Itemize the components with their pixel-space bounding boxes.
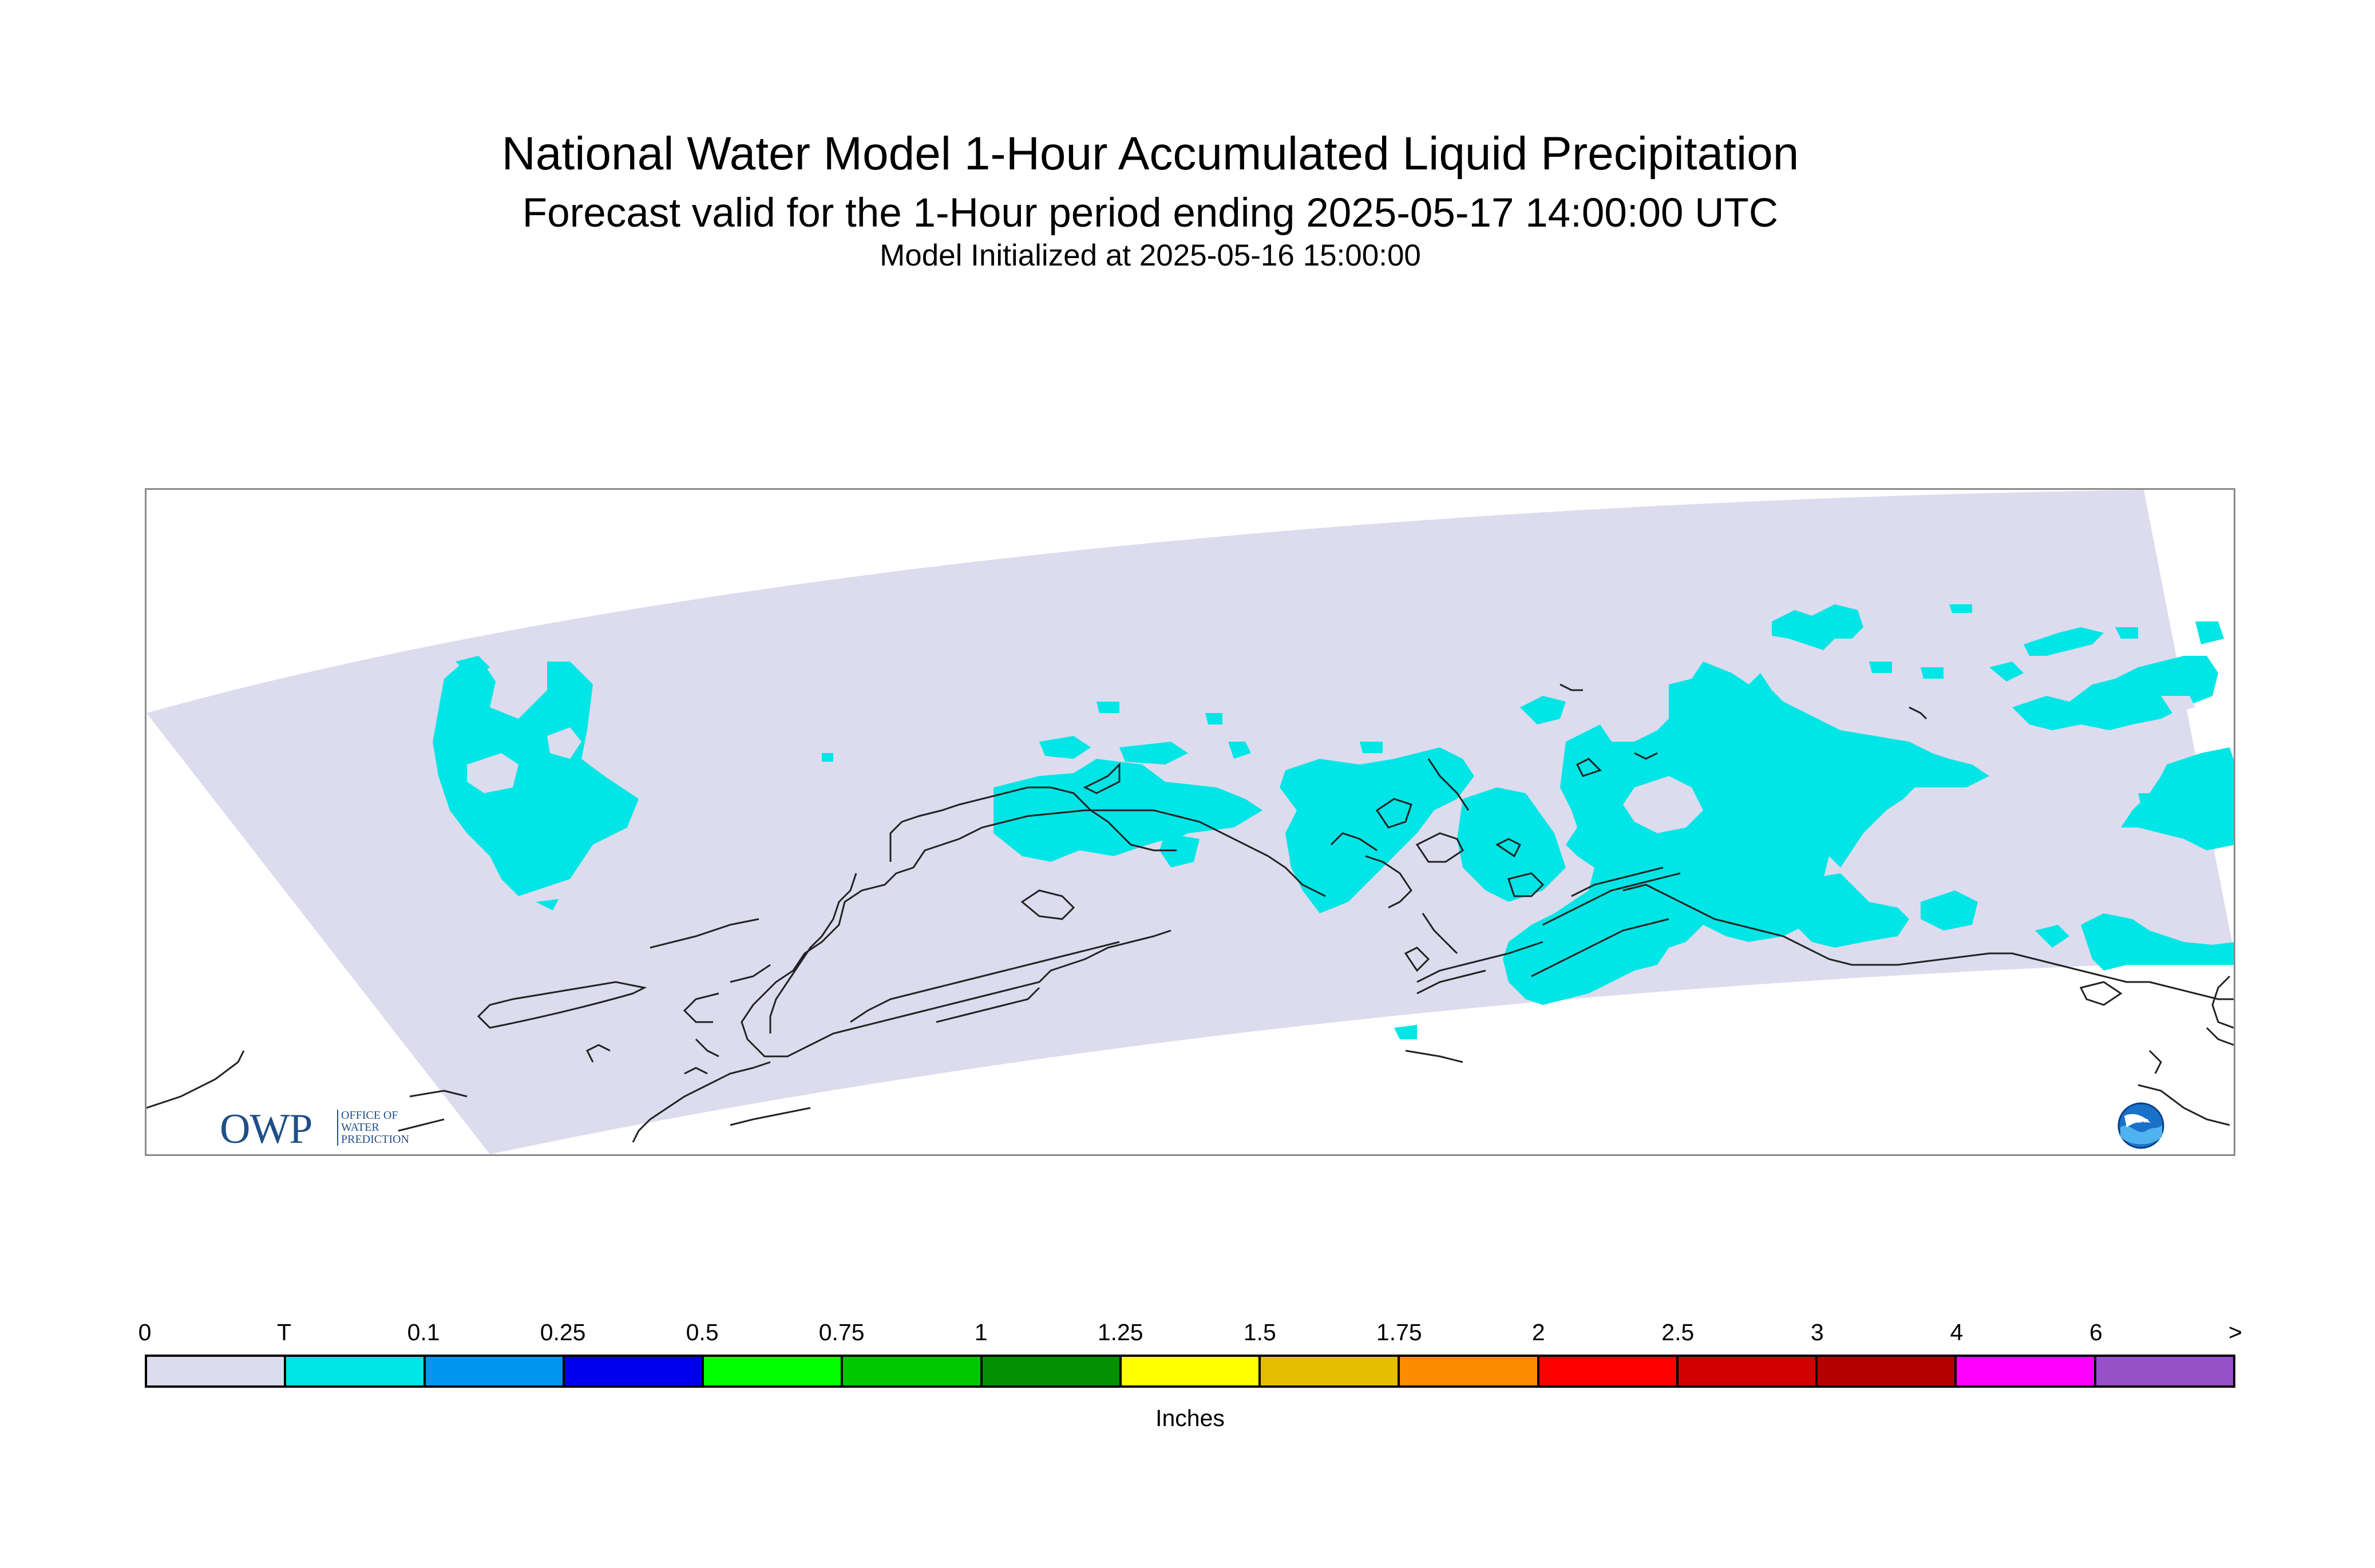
owp-logo-text: OWP — [220, 1106, 312, 1153]
legend-swatch — [1261, 1357, 1400, 1385]
legend-swatch — [564, 1357, 704, 1385]
legend-swatch — [843, 1357, 983, 1385]
legend-tick-label: 0 — [138, 1319, 152, 1345]
color-legend: 0 T 0.1 0.25 0.5 0.75 1 1.25 1.5 1.75 2 2.5 3 4 6 > Inc… — [138, 1319, 2242, 1431]
legend-color-bar — [145, 1355, 2235, 1388]
legend-swatch — [147, 1357, 287, 1385]
legend-tick-label: 0.25 — [540, 1319, 586, 1345]
legend-swatch — [1400, 1357, 1539, 1385]
map-subtitle: Forecast valid for the 1-Hour period end… — [522, 191, 1779, 236]
legend-unit-label: Inches — [1155, 1405, 1225, 1431]
legend-tick-label: 3 — [1810, 1319, 1824, 1345]
legend-swatch — [704, 1357, 844, 1385]
precipitation-map — [147, 490, 2234, 1154]
legend-tick-label: 2.5 — [1661, 1319, 1695, 1345]
legend-tick-label: 1.5 — [1243, 1319, 1276, 1345]
owp-logo-subtext: OFFICE OF WATER PREDICTION — [337, 1110, 409, 1146]
legend-swatch — [982, 1357, 1122, 1385]
legend-tick-label: 1 — [974, 1319, 988, 1345]
legend-tick-label: T — [277, 1319, 292, 1345]
legend-swatch — [286, 1357, 426, 1385]
legend-tick-label: 0.5 — [686, 1319, 719, 1345]
legend-swatch — [425, 1357, 565, 1385]
legend-tick-label: 1.25 — [1097, 1319, 1143, 1345]
legend-swatch — [2096, 1357, 2233, 1385]
noaa-logo-label: NOAA — [2133, 1118, 2150, 1124]
legend-tick-label: 4 — [1950, 1319, 1964, 1345]
legend-swatch — [1121, 1357, 1261, 1385]
legend-tick-label: 0.1 — [407, 1319, 440, 1345]
legend-tick-label: 6 — [2089, 1319, 2103, 1345]
model-init-time: Model Initialized at 2025-05-16 15:00:00 — [880, 239, 1421, 272]
legend-swatch — [1818, 1357, 1957, 1385]
map-panel: OWP OFFICE OF WATER PREDICTION NOAA — [145, 488, 2235, 1156]
legend-swatch — [1539, 1357, 1679, 1385]
legend-tick-label: 2 — [1531, 1319, 1545, 1345]
legend-swatch — [1957, 1357, 2096, 1385]
map-title: National Water Model 1-Hour Accumulated … — [501, 128, 1799, 180]
legend-tick-label: > — [2228, 1319, 2242, 1345]
legend-tick-label: 1.75 — [1376, 1319, 1422, 1345]
noaa-logo-icon: NOAA — [2117, 1102, 2164, 1149]
precipitation-trace-areas — [433, 604, 2234, 1039]
legend-tick-label: 0.75 — [818, 1319, 865, 1345]
coastlines — [147, 683, 2234, 1143]
legend-swatch — [1678, 1357, 1818, 1385]
